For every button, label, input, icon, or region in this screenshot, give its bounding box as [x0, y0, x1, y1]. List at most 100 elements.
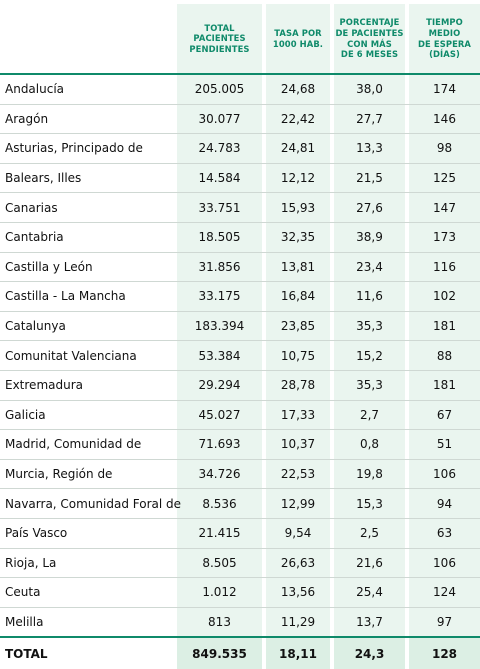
cell-total-pacientes: 24.783: [177, 133, 262, 163]
cell-porcentaje: 27,6: [334, 192, 405, 222]
cell-tasa: 11,29: [266, 606, 330, 637]
cell-tasa: 24,68: [266, 73, 330, 104]
cell-tiempo-espera: 88: [409, 340, 480, 370]
cell-porcentaje: 13,7: [334, 606, 405, 637]
cell-total-pacientes: 45.027: [177, 399, 262, 430]
cell-tiempo-espera: 116: [409, 251, 480, 282]
table-row: Balears, Illes 14.584 12,12 21,5 125: [0, 162, 480, 193]
region-name: TOTAL: [0, 636, 173, 669]
cell-tiempo-espera: 128: [409, 636, 480, 669]
cell-tiempo-espera: 51: [409, 429, 480, 459]
cell-tasa: 9,54: [266, 517, 330, 548]
cell-porcentaje: 35,3: [334, 310, 405, 341]
cell-tiempo-espera: 124: [409, 577, 480, 607]
cell-tasa: 22,53: [266, 458, 330, 489]
cell-tasa: 23,85: [266, 310, 330, 341]
cell-tasa: 18,11: [266, 636, 330, 669]
table-body: Andalucía 205.005 24,68 38,0 174 Aragón 30.077…: [0, 73, 480, 669]
cell-total-pacientes: 205.005: [177, 73, 262, 104]
region-name: Extremadura: [0, 369, 173, 400]
cell-total-pacientes: 33.175: [177, 281, 262, 311]
table-row: Murcia, Región de 34.726 22,53 19,8 106: [0, 458, 480, 489]
region-name: Castilla - La Mancha: [0, 281, 173, 311]
cell-tiempo-espera: 63: [409, 517, 480, 548]
cell-tasa: 13,81: [266, 251, 330, 282]
region-name: Balears, Illes: [0, 162, 173, 193]
table-row: Galicia 45.027 17,33 2,7 67: [0, 399, 480, 430]
cell-tiempo-espera: 106: [409, 547, 480, 578]
cell-tiempo-espera: 94: [409, 488, 480, 518]
header-row: TOTAL PACIENTES PENDIENTES TASA POR 1000…: [0, 4, 480, 73]
cell-porcentaje: 25,4: [334, 577, 405, 607]
header-tiempo-espera: TIEMPO MEDIO DE ESPERA (DÍAS): [409, 4, 480, 73]
table-row: Aragón 30.077 22,42 27,7 146: [0, 103, 480, 134]
cell-porcentaje: 2,5: [334, 517, 405, 548]
cell-total-pacientes: 8.536: [177, 488, 262, 518]
cell-total-pacientes: 813: [177, 606, 262, 637]
cell-porcentaje: 15,3: [334, 488, 405, 518]
table-row: Melilla 813 11,29 13,7 97: [0, 606, 480, 637]
region-name: Asturias, Principado de: [0, 133, 173, 163]
cell-porcentaje: 21,6: [334, 547, 405, 578]
region-name: Ceuta: [0, 577, 173, 607]
waiting-list-table: TOTAL PACIENTES PENDIENTES TASA POR 1000…: [0, 4, 480, 669]
cell-tiempo-espera: 106: [409, 458, 480, 489]
table-row: Ceuta 1.012 13,56 25,4 124: [0, 577, 480, 607]
region-name: Catalunya: [0, 310, 173, 341]
cell-tiempo-espera: 181: [409, 369, 480, 400]
cell-tiempo-espera: 173: [409, 221, 480, 252]
cell-total-pacientes: 1.012: [177, 577, 262, 607]
cell-tasa: 12,12: [266, 162, 330, 193]
cell-tasa: 17,33: [266, 399, 330, 430]
cell-tiempo-espera: 67: [409, 399, 480, 430]
table-row: Castilla y León 31.856 13,81 23,4 116: [0, 251, 480, 282]
region-name: Navarra, Comunidad Foral de: [0, 488, 181, 518]
table-row: Catalunya 183.394 23,85 35,3 181: [0, 310, 480, 341]
table-row: Asturias, Principado de 24.783 24,81 13,3 98: [0, 133, 480, 163]
cell-porcentaje: 24,3: [334, 636, 405, 669]
table-row: Canarias 33.751 15,93 27,6 147: [0, 192, 480, 222]
table-row: Cantabria 18.505 32,35 38,9 173: [0, 221, 480, 252]
cell-porcentaje: 27,7: [334, 103, 405, 134]
cell-tasa: 16,84: [266, 281, 330, 311]
cell-tasa: 22,42: [266, 103, 330, 134]
region-name: Melilla: [0, 606, 173, 637]
cell-tasa: 24,81: [266, 133, 330, 163]
header-tasa: TASA POR 1000 HAB.: [266, 4, 330, 73]
cell-tiempo-espera: 147: [409, 192, 480, 222]
cell-porcentaje: 23,4: [334, 251, 405, 282]
cell-total-pacientes: 18.505: [177, 221, 262, 252]
table-row: Castilla - La Mancha 33.175 16,84 11,6 102: [0, 281, 480, 311]
cell-tiempo-espera: 181: [409, 310, 480, 341]
region-name: Canarias: [0, 192, 173, 222]
cell-tasa: 32,35: [266, 221, 330, 252]
cell-porcentaje: 38,9: [334, 221, 405, 252]
cell-total-pacientes: 33.751: [177, 192, 262, 222]
cell-tiempo-espera: 146: [409, 103, 480, 134]
cell-total-pacientes: 8.505: [177, 547, 262, 578]
cell-total-pacientes: 14.584: [177, 162, 262, 193]
cell-porcentaje: 11,6: [334, 281, 405, 311]
region-name: Andalucía: [0, 73, 173, 104]
cell-total-pacientes: 29.294: [177, 369, 262, 400]
cell-tasa: 12,99: [266, 488, 330, 518]
cell-porcentaje: 19,8: [334, 458, 405, 489]
cell-tiempo-espera: 102: [409, 281, 480, 311]
cell-porcentaje: 15,2: [334, 340, 405, 370]
table-row: País Vasco 21.415 9,54 2,5 63: [0, 517, 480, 548]
cell-total-pacientes: 31.856: [177, 251, 262, 282]
cell-total-pacientes: 183.394: [177, 310, 262, 341]
header-porcentaje: PORCENTAJE DE PACIENTES CON MÁS DE 6 MES…: [334, 4, 405, 73]
cell-tasa: 15,93: [266, 192, 330, 222]
cell-porcentaje: 2,7: [334, 399, 405, 430]
cell-porcentaje: 21,5: [334, 162, 405, 193]
cell-tiempo-espera: 98: [409, 133, 480, 163]
cell-tasa: 28,78: [266, 369, 330, 400]
cell-tasa: 10,37: [266, 429, 330, 459]
region-name: Aragón: [0, 103, 173, 134]
region-name: Madrid, Comunidad de: [0, 429, 173, 459]
region-name: Murcia, Región de: [0, 458, 173, 489]
cell-tasa: 26,63: [266, 547, 330, 578]
cell-total-pacientes: 849.535: [177, 636, 262, 669]
table-row: Navarra, Comunidad Foral de 8.536 12,99 15,…: [0, 488, 480, 518]
